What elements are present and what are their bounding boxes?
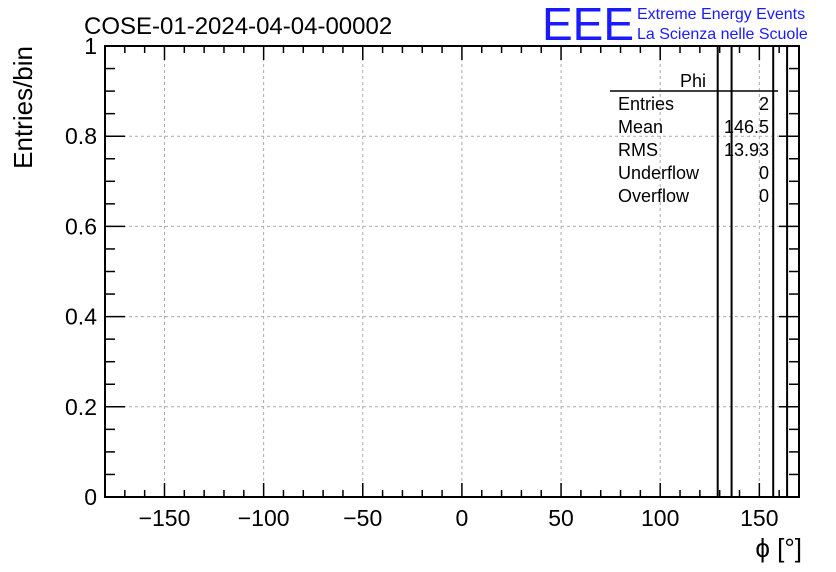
y-tick-label: 0.2 [65,394,97,420]
stats-title: Phi [680,71,706,91]
stats-label: Overflow [618,186,690,206]
stats-value: 0 [759,186,769,206]
y-tick-label: 0 [84,484,97,510]
eee-logo-text: EEE [542,0,634,50]
y-tick-label: 1 [84,33,97,59]
x-tick-label: 50 [548,505,574,531]
histogram-bar [716,45,733,498]
tick-labels: −150 −100 −50 0 50 100 150 0 0.2 0.4 0.6 0.8 1 [65,33,779,531]
stats-box: Phi Entries 2 Mean 146.5 RMS 13.93 Underflow 0 O… [610,71,778,206]
y-axis-label: Entries/bin [8,46,38,169]
x-tick-label: 0 [456,505,469,531]
x-tick-label: 150 [740,505,778,531]
x-tick-label: −50 [343,505,382,531]
axis-ticks [105,45,800,498]
stats-value: 2 [759,94,769,114]
eee-logo: EEE [542,0,634,50]
stats-value: 146.5 [724,117,769,137]
stats-label: Underflow [618,163,700,183]
histogram-bars [716,45,789,498]
y-tick-label: 0.4 [65,304,97,330]
stats-rows: Entries 2 Mean 146.5 RMS 13.93 Underflow 0 Overf… [618,94,769,206]
brand-line-1: Extreme Energy Events [637,6,805,23]
histogram-bar [772,45,789,498]
chart-title: COSE-01-2024-04-04-00002 [84,13,392,40]
stats-label: RMS [618,140,658,160]
stats-label: Mean [618,117,663,137]
plot-frame [104,45,800,498]
x-tick-label: −100 [238,505,290,531]
grid [105,45,799,498]
y-tick-label: 0.8 [65,123,97,149]
stats-value: 13.93 [724,140,769,160]
y-tick-label: 0.6 [65,213,97,239]
x-tick-label: 100 [641,505,679,531]
x-tick-label: −150 [139,505,191,531]
brand-line-2: La Scienza nelle Scuole [637,26,808,43]
x-axis-label: ϕ [°] [755,533,802,563]
stats-value: 0 [759,163,769,183]
stats-label: Entries [618,94,674,114]
